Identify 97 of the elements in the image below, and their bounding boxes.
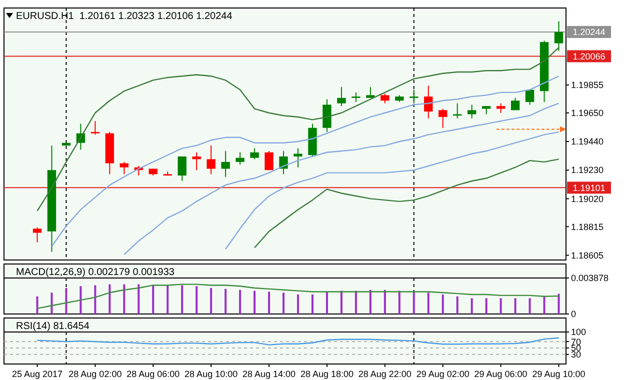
y-tick-label: 1.18605 [571,250,604,260]
y-tick-label: 1.19020 [571,194,604,204]
candlestick [178,156,186,182]
x-tick-label: 28 Aug 22:00 [358,369,412,379]
line-series [36,337,560,346]
candlestick [496,102,506,114]
ref-line-label: 1.20244 [572,27,606,38]
candlestick [380,93,390,104]
bar [239,290,242,314]
y-tick-label: 1.19650 [571,108,604,118]
candlestick [322,98,332,132]
bar [369,290,372,314]
ref-line-label: 1.19101 [572,182,606,193]
bar [427,292,430,314]
bar [282,292,285,314]
bar [311,294,314,314]
x-tick-label: 29 Aug 10:00 [532,369,586,379]
candlestick [525,89,534,106]
bar [80,286,82,314]
y-tick-label: 1.19230 [571,165,604,176]
bar [123,284,126,314]
ref-line-label: 1.20066 [572,51,606,62]
y-tick-label: 1.19855 [571,80,604,90]
bar [514,298,516,314]
candlestick [366,86,375,98]
candlestick [206,145,216,175]
line-series [51,76,560,247]
bar [470,298,473,314]
x-tick-label: 28 Aug 10:00 [184,369,238,379]
y-tick-label: 1.18815 [571,222,604,232]
line-series [224,131,560,250]
bar [65,288,68,314]
bar [442,294,444,314]
bar [152,285,154,314]
candlestick [294,148,302,168]
candlestick [192,152,201,171]
bar [326,292,328,314]
candlestick [554,20,564,52]
bar [456,296,458,314]
y-tick-label: 0.003878 [571,273,609,284]
chart-title: EURUSD.H1 1.20161 1.20323 1.20106 1.20244 [16,11,233,22]
bar [500,298,502,314]
x-tick-label: 28 Aug 14:00 [242,369,296,379]
bar [543,296,546,314]
line-series [36,284,560,310]
bar [94,285,96,314]
bar [340,290,342,314]
candlestick [279,150,288,175]
bar [196,286,198,314]
bar [485,298,488,314]
bar [50,292,53,314]
candlestick [250,148,259,160]
chart-title: RSI(14) 81.6454 [16,321,90,332]
x-tick-label: 28 Aug 02:00 [68,369,122,379]
line-series [254,158,560,248]
bar [224,288,227,314]
x-tick-label: 25 Aug 2017 [12,369,63,379]
line-series [124,102,560,256]
candlestick [90,120,100,136]
candlestick [424,85,433,119]
candlestick [221,150,230,178]
x-tick-label: 29 Aug 06:00 [474,369,528,379]
x-tick-label: 28 Aug 06:00 [126,369,180,379]
candlestick [236,152,244,166]
bar [166,285,169,314]
candlestick [510,97,520,111]
x-tick-label: 29 Aug 02:00 [416,369,470,379]
bar [210,288,212,314]
candlestick [32,226,42,243]
candlestick [264,150,274,171]
x-tick-label: 28 Aug 18:00 [300,369,354,379]
bar [412,292,415,314]
y-tick-label: 1.19440 [571,136,604,147]
line-series [36,46,560,212]
y-tick-label: 0 [571,309,576,320]
bar [36,296,38,314]
candlestick [410,89,418,104]
y-tick-label: 30 [571,350,582,360]
bar [254,290,256,314]
candlestick [453,102,462,119]
y-tick-label: 100 [571,327,586,338]
bar [138,284,140,314]
candlestick [352,92,360,102]
bar [558,294,560,314]
bar [108,284,111,314]
bar [354,290,357,314]
candlestick [467,104,476,119]
bar [181,285,184,314]
chart-title: MACD(12,26,9) 0.002179 0.001933 [16,267,175,278]
bar [398,290,400,314]
bar [528,298,531,314]
bar [297,294,299,314]
candlestick [438,108,448,128]
candlestick [120,161,129,175]
bar [384,290,386,314]
candlestick [337,86,346,107]
bar [268,292,270,314]
